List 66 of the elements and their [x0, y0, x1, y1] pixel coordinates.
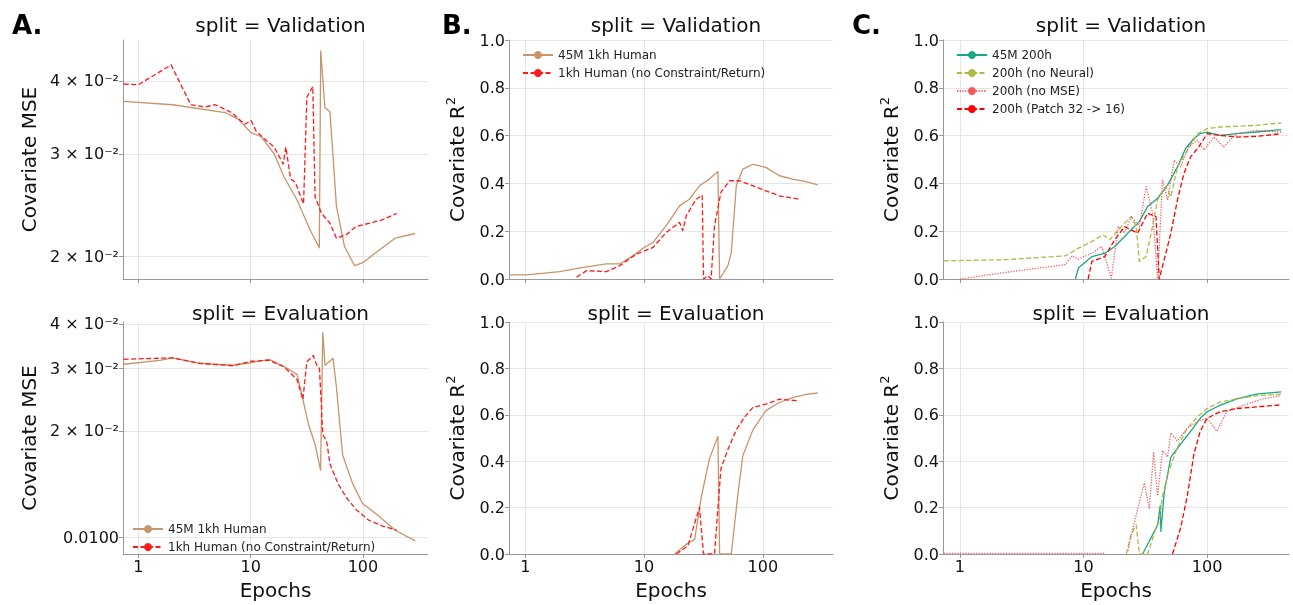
legend-label: 45M 1kh Human [168, 522, 267, 536]
y-tick-label: 3 × 10⁻² [50, 144, 119, 164]
x-tick-label: 100 [347, 556, 379, 576]
x-axis-title: Epochs [1080, 578, 1152, 602]
legend-label: 1kh Human (no Constraint/Return) [558, 66, 766, 80]
y-axis-title: Covariate R2 [443, 97, 469, 222]
y-tick-label: 0.8 [479, 358, 505, 378]
y-tick-label: 0.8 [913, 358, 939, 378]
x-axis-title: Epochs [239, 578, 312, 602]
y-tick-label: 3 × 10⁻² [50, 358, 119, 378]
chart-title: split = Evaluation [1032, 301, 1210, 325]
y-axis-title: Covariate R2 [877, 375, 903, 501]
y-tick-label: 0.2 [913, 221, 939, 241]
x-tick-label: 1 [520, 556, 531, 576]
y-tick-label: 4 × 10⁻² [50, 314, 119, 334]
y-tick-label: 1.0 [479, 30, 505, 50]
y-tick-label: 0.8 [913, 78, 939, 98]
y-tick-label: 0.6 [479, 126, 505, 146]
chart-title: split = Validation [590, 13, 762, 37]
text: A. [12, 10, 43, 40]
y-tick-label: 4 × 10⁻² [50, 71, 119, 91]
chart-title: split = Validation [1035, 13, 1207, 37]
x-tick-label: 1 [954, 556, 965, 576]
x-tick-label: 10 [633, 556, 655, 576]
x-tick-label: 10 [240, 556, 261, 576]
y-tick-label: 0.0 [913, 269, 939, 289]
x-axis-title: Epochs [635, 578, 707, 602]
chart-title: split = Validation [195, 13, 366, 37]
y-tick-label: 0.8 [479, 78, 505, 98]
y-tick-label: 2 × 10⁻² [50, 421, 119, 441]
y-tick-label: 0.0100 [63, 528, 119, 548]
y-tick-label: 0.4 [479, 173, 505, 193]
legend-label: 1kh Human (no Constraint/Return) [168, 540, 376, 554]
y-axis-title: Covariate MSE [17, 365, 42, 511]
y-tick-label: 0.4 [913, 173, 939, 193]
y-tick-label: 1.0 [913, 312, 939, 332]
y-tick-label: 0.2 [479, 221, 505, 241]
legend-label: 200h (no Neural) [992, 66, 1095, 80]
y-tick-label: 0.0 [479, 544, 505, 564]
y-tick-label: 0.2 [479, 498, 505, 518]
y-tick-label: 1.0 [479, 312, 505, 332]
x-tick-label: 1 [133, 556, 144, 576]
legend-label: 200h (no MSE) [992, 84, 1081, 98]
legend-label: 200h (Patch 32 -> 16) [992, 102, 1126, 116]
text: C. [852, 10, 881, 40]
y-tick-label: 0.2 [913, 498, 939, 518]
y-tick-label: 0.6 [913, 126, 939, 146]
legend-label: 45M 200h [992, 48, 1052, 62]
y-tick-label: 1.0 [913, 30, 939, 50]
text: B. [442, 10, 472, 40]
y-axis-title: Covariate MSE [17, 86, 42, 233]
y-tick-label: 0.4 [913, 451, 939, 471]
y-tick-label: 0.6 [479, 405, 505, 425]
chart-title: split = Evaluation [587, 301, 765, 325]
x-tick-label: 10 [1073, 556, 1094, 576]
x-tick-label: 100 [1191, 556, 1223, 576]
x-tick-label: 100 [747, 556, 779, 576]
chart-title: split = Evaluation [191, 301, 370, 325]
y-tick-label: 2 × 10⁻² [50, 246, 119, 266]
y-tick-label: 0.0 [913, 544, 939, 564]
y-tick-label: 0.0 [479, 269, 505, 289]
legend-label: 45M 1kh Human [558, 48, 657, 62]
y-axis-title: Covariate R2 [443, 375, 469, 501]
y-tick-label: 0.4 [479, 451, 505, 471]
y-axis-title: Covariate R2 [877, 97, 903, 222]
y-tick-label: 0.6 [913, 405, 939, 425]
